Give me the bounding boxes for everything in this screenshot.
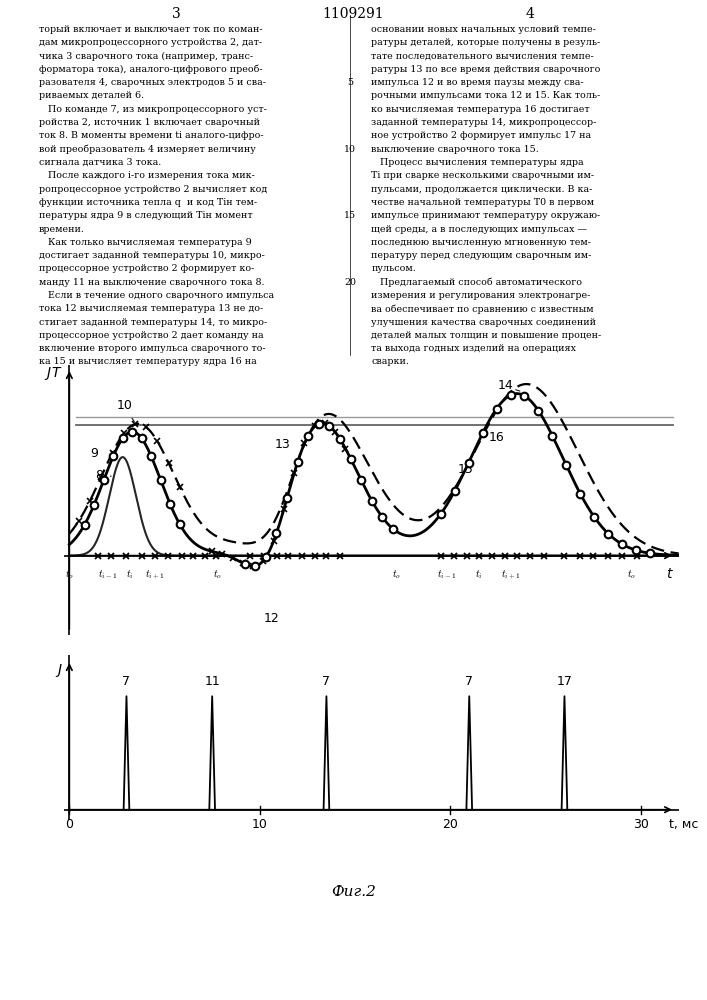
Text: 20: 20 — [344, 278, 356, 287]
Text: ное устройство 2 формирует импульс 17 на: ное устройство 2 формирует импульс 17 на — [371, 131, 591, 140]
Text: процессорное устройство 2 формирует ко-: процессорное устройство 2 формирует ко- — [39, 264, 255, 273]
Text: $t_{i+1}$: $t_{i+1}$ — [501, 568, 521, 581]
Text: сварки.: сварки. — [371, 357, 409, 366]
Text: 10: 10 — [344, 145, 356, 154]
Text: 10: 10 — [252, 818, 268, 831]
Text: сигнала датчика 3 тока.: сигнала датчика 3 тока. — [39, 158, 161, 167]
Text: последнюю вычисленную мгновенную тем-: последнюю вычисленную мгновенную тем- — [371, 238, 591, 247]
Text: 15: 15 — [457, 463, 473, 476]
Text: торый включает и выключает ток по коман-: торый включает и выключает ток по коман- — [39, 25, 262, 34]
Text: 12: 12 — [264, 612, 279, 625]
Text: 7: 7 — [322, 675, 330, 688]
Text: 1109291: 1109291 — [322, 7, 385, 21]
Text: тока 12 вычисляемая температура 13 не до-: тока 12 вычисляемая температура 13 не до… — [39, 304, 263, 313]
Text: та выхода годных изделий на операциях: та выхода годных изделий на операциях — [371, 344, 576, 353]
Text: 10: 10 — [117, 399, 133, 412]
Text: форматора тока), аналого-цифрового преоб-: форматора тока), аналого-цифрового преоб… — [39, 65, 262, 74]
Text: 8: 8 — [95, 469, 104, 482]
Text: 11: 11 — [204, 675, 220, 688]
Text: $t_{i-1}$: $t_{i-1}$ — [436, 568, 456, 581]
Text: 9: 9 — [90, 447, 98, 460]
Text: манду 11 на выключение сварочного тока 8.: манду 11 на выключение сварочного тока 8… — [39, 278, 264, 287]
Text: ропроцессорное устройство 2 вычисляет код: ропроцессорное устройство 2 вычисляет ко… — [39, 185, 267, 194]
Text: 15: 15 — [344, 211, 356, 220]
Text: выключение сварочного тока 15.: выключение сварочного тока 15. — [371, 145, 539, 154]
Text: J: J — [46, 366, 50, 380]
Text: 4: 4 — [526, 7, 534, 21]
Text: тате последовательного вычисления темпе-: тате последовательного вычисления темпе- — [371, 52, 594, 61]
Text: 7: 7 — [465, 675, 473, 688]
Text: 17: 17 — [556, 675, 573, 688]
Text: достигает заданной температуры 10, микро-: достигает заданной температуры 10, микро… — [39, 251, 264, 260]
Text: щей среды, а в последующих импульсах —: щей среды, а в последующих импульсах — — [371, 225, 588, 233]
Text: включение второго импульса сварочного то-: включение второго импульса сварочного то… — [39, 344, 266, 353]
Text: Ti при сварке несколькими сварочными им-: Ti при сварке несколькими сварочными им- — [371, 171, 595, 180]
Text: ко вычисляемая температура 16 достигает: ко вычисляемая температура 16 достигает — [371, 105, 590, 114]
Text: импульсе принимают температуру окружаю-: импульсе принимают температуру окружаю- — [371, 211, 600, 220]
Text: $t_{i+1}$: $t_{i+1}$ — [145, 568, 165, 581]
Text: деталей малых толщин и повышение процен-: деталей малых толщин и повышение процен- — [371, 331, 602, 340]
Text: 0: 0 — [65, 818, 74, 831]
Text: вой преобразователь 4 измеряет величину: вой преобразователь 4 измеряет величину — [39, 145, 256, 154]
Text: импульса 12 и во время паузы между сва-: импульса 12 и во время паузы между сва- — [371, 78, 584, 87]
Text: $t_o$: $t_o$ — [392, 568, 402, 581]
Text: Фиг.2: Фиг.2 — [331, 885, 376, 899]
Text: $t_o$: $t_o$ — [65, 568, 74, 581]
Text: 13: 13 — [275, 438, 291, 451]
Text: улучшения качества сварочных соединений: улучшения качества сварочных соединений — [371, 318, 596, 327]
Text: разователя 4, сварочных электродов 5 и сва-: разователя 4, сварочных электродов 5 и с… — [39, 78, 266, 87]
Text: 20: 20 — [443, 818, 458, 831]
Text: t, мс: t, мс — [670, 818, 699, 831]
Text: ток 8. В моменты времени ti аналого-цифро-: ток 8. В моменты времени ti аналого-цифр… — [39, 131, 264, 140]
Text: заданной температуры 14, микропроцессор-: заданной температуры 14, микропроцессор- — [371, 118, 597, 127]
Text: основании новых начальных условий темпе-: основании новых начальных условий темпе- — [371, 25, 596, 34]
Text: ратуры 13 по все время действия сварочного: ратуры 13 по все время действия сварочно… — [371, 65, 600, 74]
Text: $t_i$: $t_i$ — [475, 568, 483, 581]
Text: 30: 30 — [633, 818, 648, 831]
Text: риваемых деталей 6.: риваемых деталей 6. — [39, 92, 144, 101]
Text: времени.: времени. — [39, 225, 85, 233]
Text: стигает заданной температуры 14, то микро-: стигает заданной температуры 14, то микр… — [39, 318, 267, 327]
Text: пульсами, продолжается циклически. В ка-: пульсами, продолжается циклически. В ка- — [371, 185, 592, 194]
Text: Как только вычисляемая температура 9: Как только вычисляемая температура 9 — [39, 238, 252, 247]
Text: Если в течение одного сварочного импульса: Если в течение одного сварочного импульс… — [39, 291, 274, 300]
Text: пульсом.: пульсом. — [371, 264, 416, 273]
Text: пературу перед следующим сварочным им-: пературу перед следующим сварочным им- — [371, 251, 592, 260]
Text: ка 15 и вычисляет температуру ядра 16 на: ка 15 и вычисляет температуру ядра 16 на — [39, 357, 257, 366]
Text: дам микропроцессорного устройства 2, дат-: дам микропроцессорного устройства 2, дат… — [39, 38, 262, 47]
Text: ва обеспечивает по сравнению с известным: ва обеспечивает по сравнению с известным — [371, 304, 594, 314]
Text: рочными импульсами тока 12 и 15. Как толь-: рочными импульсами тока 12 и 15. Как тол… — [371, 92, 600, 101]
Text: После каждого i-го измерения тока мик-: После каждого i-го измерения тока мик- — [39, 171, 255, 180]
Text: 5: 5 — [347, 78, 353, 87]
Text: Предлагаемый способ автоматического: Предлагаемый способ автоматического — [371, 278, 582, 287]
Text: T: T — [52, 366, 60, 380]
Text: t: t — [667, 567, 672, 581]
Text: По команде 7, из микропроцессорного уст-: По команде 7, из микропроцессорного уст- — [39, 105, 267, 114]
Text: измерения и регулирования электронагре-: измерения и регулирования электронагре- — [371, 291, 590, 300]
Text: 3: 3 — [173, 7, 181, 21]
Text: 16: 16 — [489, 431, 504, 444]
Text: J: J — [57, 663, 62, 677]
Text: Процесс вычисления температуры ядра: Процесс вычисления температуры ядра — [371, 158, 584, 167]
Text: $t_o$: $t_o$ — [626, 568, 636, 581]
Text: функции источника тепла q  и код Tiн тем-: функции источника тепла q и код Tiн тем- — [39, 198, 257, 207]
Text: $t_i$: $t_i$ — [127, 568, 134, 581]
Text: 14: 14 — [498, 379, 513, 392]
Text: 7: 7 — [122, 675, 131, 688]
Text: ратуры деталей, которые получены в резуль-: ратуры деталей, которые получены в резул… — [371, 38, 600, 47]
Text: ройства 2, источник 1 включает сварочный: ройства 2, источник 1 включает сварочный — [39, 118, 260, 127]
Text: $t_o$: $t_o$ — [214, 568, 223, 581]
Text: $t_{i-1}$: $t_{i-1}$ — [98, 568, 117, 581]
Text: пературы ядра 9 в следующий Tiн момент: пературы ядра 9 в следующий Tiн момент — [39, 211, 252, 220]
Text: чика 3 сварочного тока (например, транс-: чика 3 сварочного тока (например, транс- — [39, 52, 253, 61]
Text: честве начальной температуры T0 в первом: честве начальной температуры T0 в первом — [371, 198, 595, 207]
Text: процессорное устройство 2 дает команду на: процессорное устройство 2 дает команду н… — [39, 331, 264, 340]
